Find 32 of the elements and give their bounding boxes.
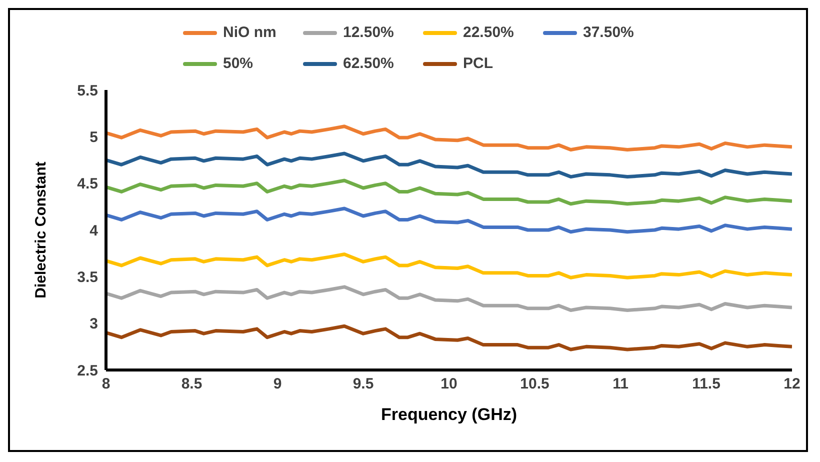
x-tick-label: 10 xyxy=(440,376,458,393)
legend-label: PCL xyxy=(463,55,493,72)
legend-label: 22.50% xyxy=(463,24,514,41)
line-series xyxy=(106,178,792,206)
x-tick-label: 9 xyxy=(273,376,282,393)
legend-label: NiO nm xyxy=(223,24,276,41)
y-axis-title: Dielectric Constant xyxy=(32,162,50,298)
y-tick-label: 5.5 xyxy=(77,82,98,100)
line-series xyxy=(106,124,792,152)
line-series xyxy=(106,252,792,280)
x-tick-label: 8.5 xyxy=(181,376,202,393)
x-tick-label: 9.5 xyxy=(352,376,374,393)
x-tick-label: 11.5 xyxy=(692,376,720,393)
y-tick-label: 2.5 xyxy=(77,362,98,380)
y-tick-label: 5 xyxy=(90,128,98,146)
y-tick-label: 4.5 xyxy=(77,176,98,193)
legend-label: 50% xyxy=(223,55,254,72)
line-series xyxy=(106,206,792,234)
legend-label: 37.50% xyxy=(583,24,634,41)
x-tick-label: 10.5 xyxy=(520,376,550,393)
y-tick-label: 4 xyxy=(90,222,99,240)
x-tick-label: 8 xyxy=(102,376,110,393)
y-tick-label: 3.5 xyxy=(77,268,98,286)
x-axis-title: Frequency (GHz) xyxy=(380,405,518,424)
legend-label: 12.50% xyxy=(343,24,394,41)
x-tick-label: 12 xyxy=(784,376,800,393)
x-tick-label: 11 xyxy=(612,376,628,393)
line-series xyxy=(106,324,792,352)
legend-label: 62.50% xyxy=(343,55,394,72)
line-series xyxy=(106,152,792,179)
line-series xyxy=(106,285,792,312)
y-tick-label: 3 xyxy=(90,316,98,333)
